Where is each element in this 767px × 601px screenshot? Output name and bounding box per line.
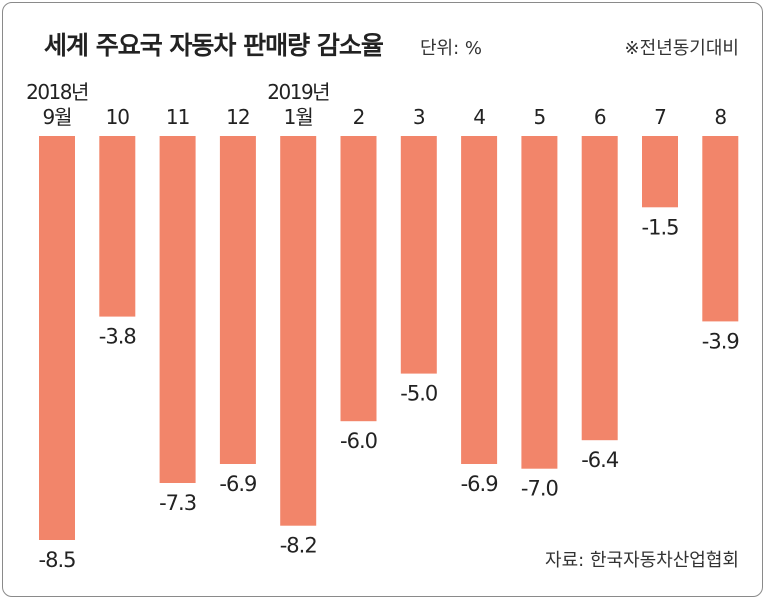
bar: [581, 136, 618, 441]
category-year-label: 2019년: [267, 80, 329, 104]
chart-title: 세계 주요국 자동차 판매량 감소율: [44, 31, 384, 60]
bar-value-label: -7.3: [159, 491, 196, 515]
category-month-label: 2: [353, 105, 365, 129]
category-month-label: 10: [106, 105, 130, 129]
category-month-label: 3: [413, 105, 425, 129]
bar: [340, 136, 377, 422]
bar: [642, 136, 678, 208]
bar: [461, 136, 498, 464]
category-month-label: 4: [473, 105, 485, 129]
category-month-label: 6: [594, 105, 606, 129]
category-month-label: 11: [166, 105, 189, 129]
category-month-label: 5: [534, 105, 546, 129]
bar-value-label: -5.0: [400, 382, 437, 406]
bar-value-label: -6.0: [340, 429, 377, 453]
category-year-label: 2018년: [26, 80, 88, 104]
comparison-note: ※전년동기대비: [624, 38, 739, 59]
bar: [219, 136, 256, 464]
bar: [521, 136, 558, 469]
bar: [702, 136, 739, 322]
bar-value-label: -8.2: [280, 534, 317, 558]
category-month-label: 1월: [284, 105, 313, 129]
bar-value-label: -8.5: [39, 548, 76, 572]
bar: [400, 136, 437, 374]
bar: [99, 136, 136, 317]
bar-value-label: -3.9: [702, 329, 739, 353]
category-month-label: 12: [226, 105, 249, 129]
bar-value-label: -6.9: [219, 472, 256, 496]
source-label: 자료: 한국자동차산업협회: [545, 550, 739, 571]
bar-value-label: -6.9: [461, 472, 498, 496]
bar-value-label: -1.5: [642, 215, 679, 239]
bar: [39, 136, 75, 540]
category-month-label: 8: [714, 105, 726, 129]
bar-value-label: -7.0: [521, 477, 558, 501]
bar-value-label: -3.8: [99, 325, 136, 349]
bar: [280, 136, 317, 526]
bar-value-label: -6.4: [581, 448, 619, 472]
category-month-label: 9월: [42, 105, 71, 129]
unit-label: 단위: %: [420, 38, 483, 59]
bar: [159, 136, 196, 483]
category-month-label: 7: [654, 105, 666, 129]
